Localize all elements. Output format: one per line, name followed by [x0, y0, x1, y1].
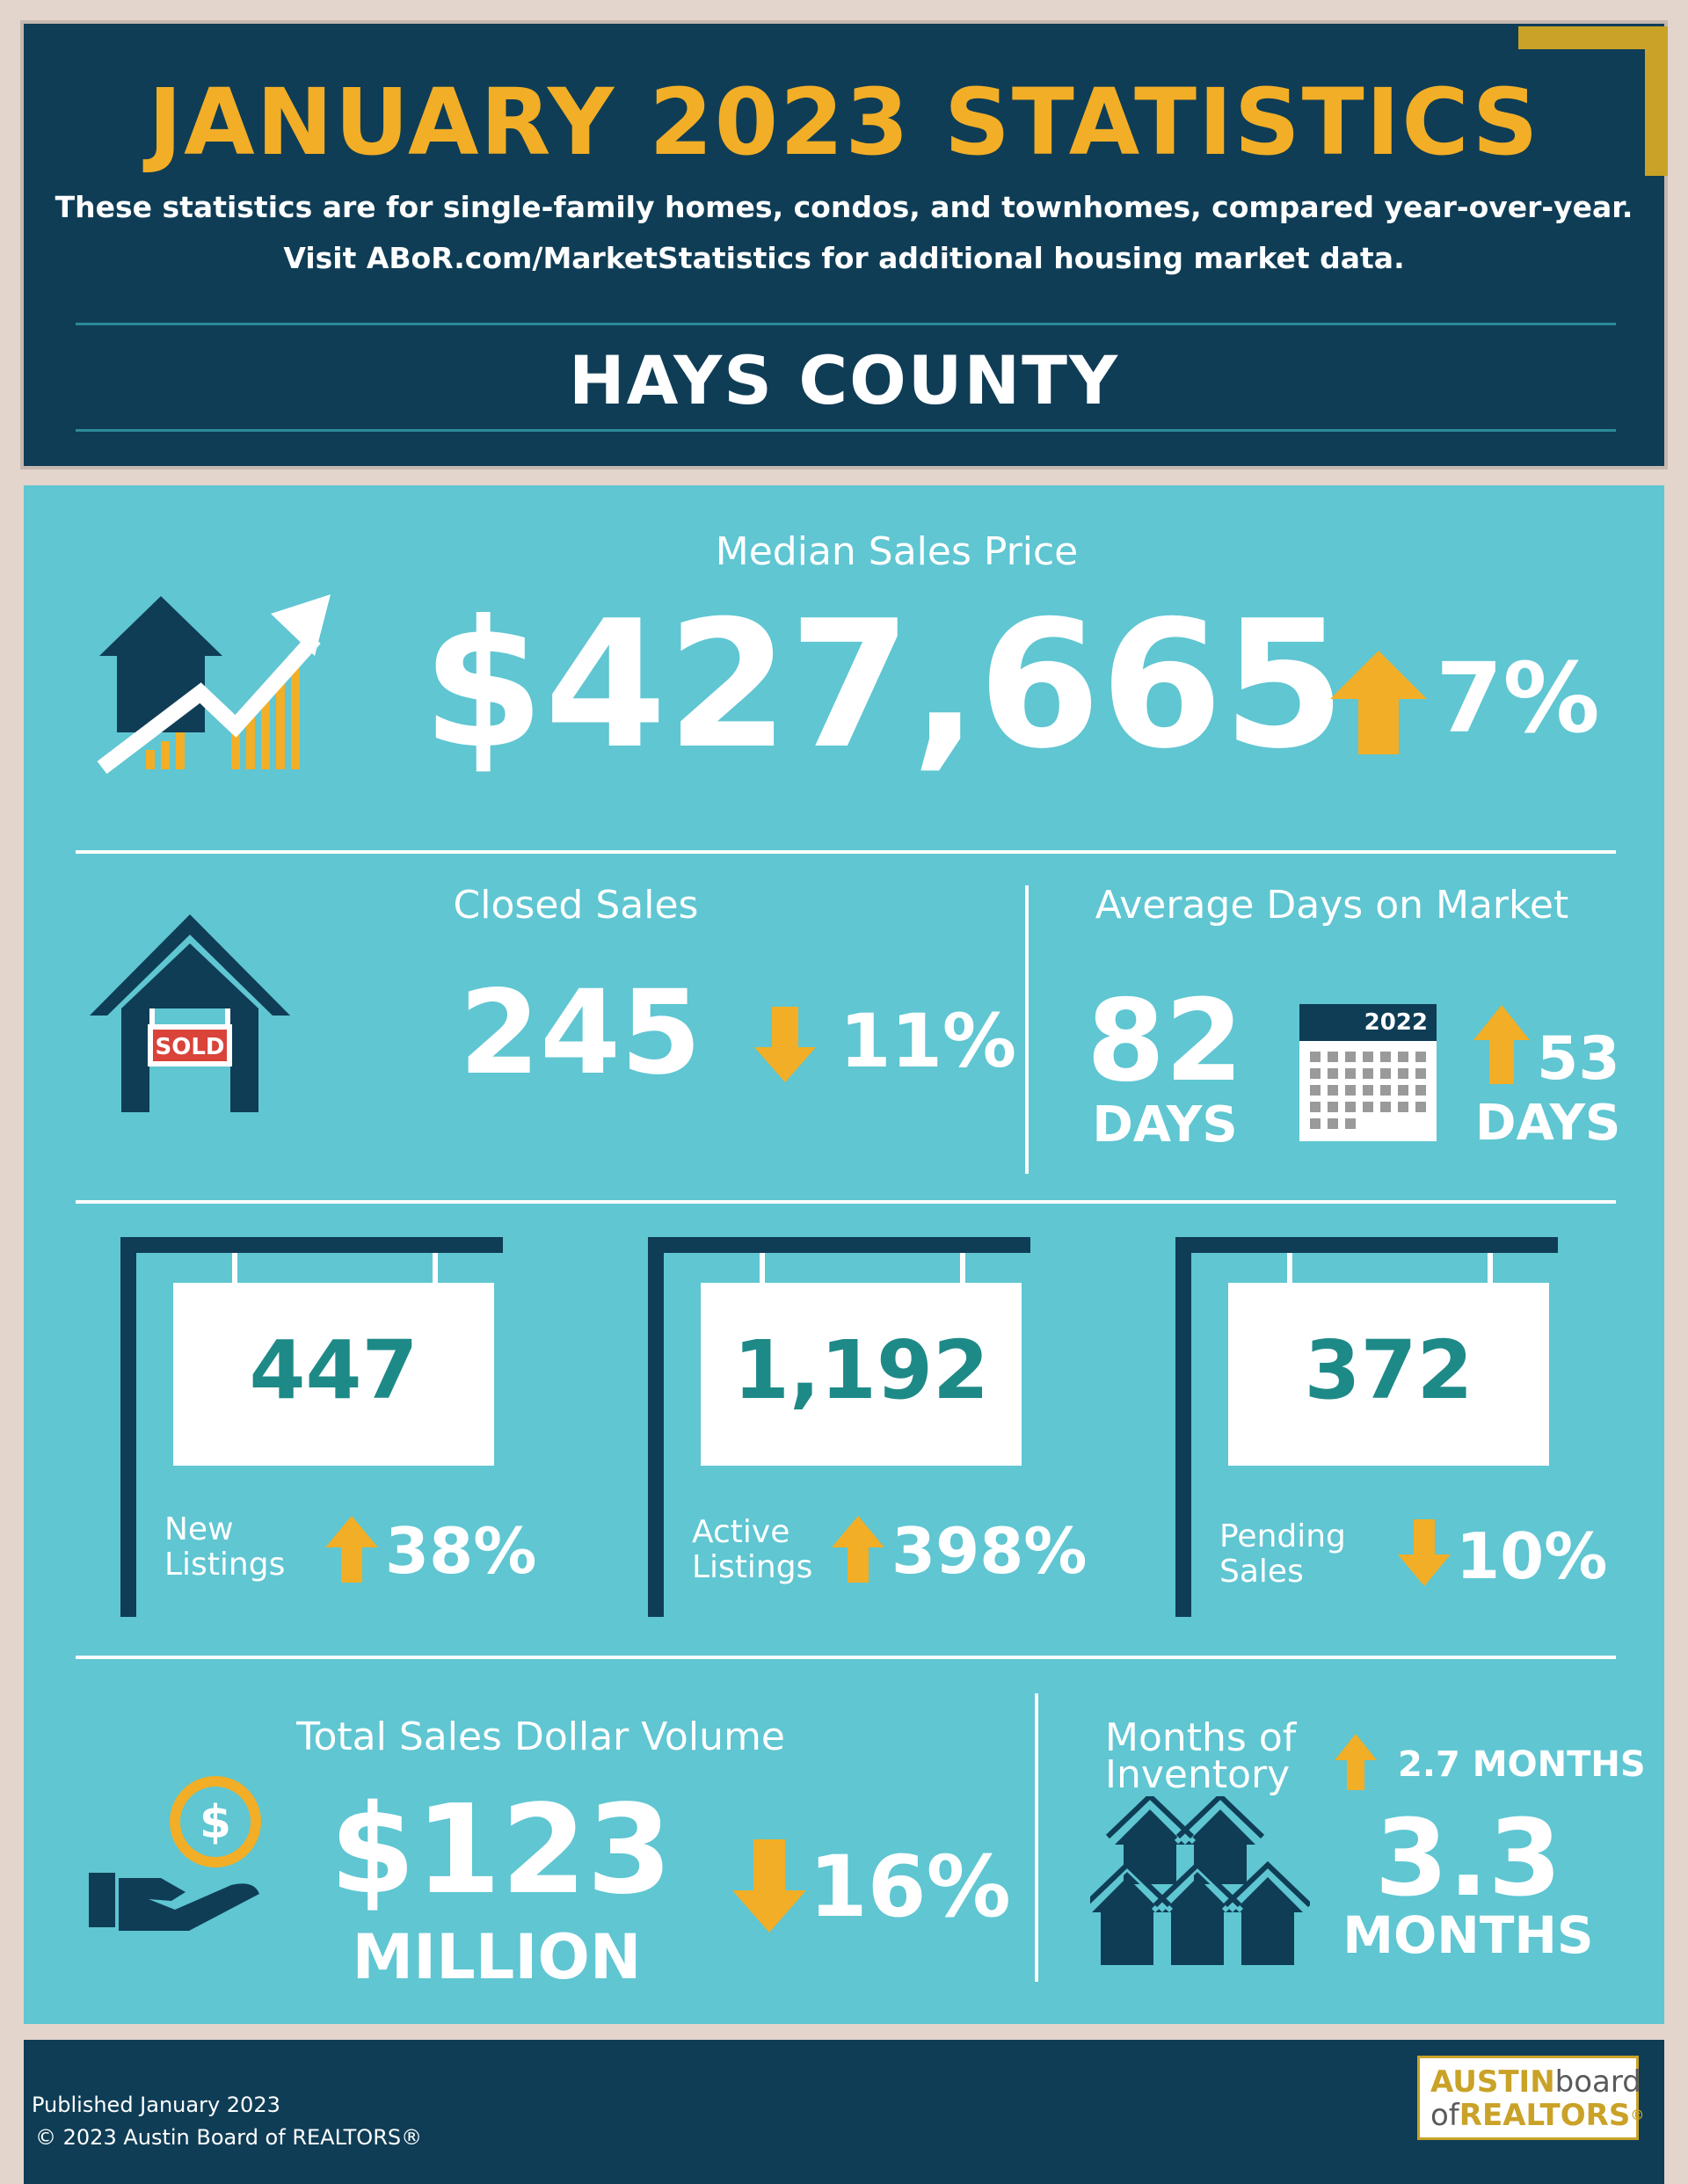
sign-chain: [232, 1253, 237, 1285]
median-price-change: 7%: [1436, 642, 1600, 754]
sign-chain: [760, 1253, 765, 1285]
copyright: © 2023 Austin Board of REALTORS®: [35, 2125, 423, 2150]
active-listings-label-1: Active: [692, 1514, 790, 1550]
active-listings-label-2: Listings: [692, 1549, 813, 1585]
sign-arm-active-listings: [648, 1237, 1030, 1253]
logo-board: board: [1554, 2064, 1641, 2100]
header-divider-bottom: [76, 429, 1616, 432]
median-price-value: $427,665: [422, 583, 1346, 788]
pending-sales-value: 372: [1304, 1323, 1473, 1417]
divider-vertical-1: [1025, 885, 1029, 1174]
inventory-value: 3.3: [1374, 1798, 1562, 1920]
arrow-down-icon: [1398, 1519, 1451, 1586]
inventory-prev: 2.7 MONTHS: [1398, 1744, 1646, 1785]
volume-label: Total Sales Dollar Volume: [296, 1714, 785, 1759]
sign-arm-new-listings: [120, 1237, 503, 1253]
subtitle-line-1: These statistics are for single-family h…: [55, 190, 1633, 224]
arrow-up-icon: [1335, 1734, 1377, 1790]
closed-sales-label: Closed Sales: [453, 883, 699, 928]
subtitle-line-2: Visit ABoR.com/MarketStatistics for addi…: [283, 241, 1405, 275]
sold-sign-text: SOLD: [156, 1034, 225, 1060]
corner-accent-vertical: [1645, 26, 1668, 176]
closed-sales-value: 245: [459, 965, 702, 1101]
dom-label: Average Days on Market: [1095, 883, 1569, 928]
pending-sales-label-2: Sales: [1219, 1554, 1304, 1590]
divider-2: [76, 1200, 1616, 1204]
arrow-up-icon: [325, 1516, 378, 1583]
published-date: Published January 2023: [32, 2093, 280, 2117]
closed-sales-change: 11%: [840, 998, 1017, 1084]
header-panel: [20, 20, 1668, 470]
county-name: HAYS COUNTY: [569, 341, 1119, 419]
sign-post-new-listings: [120, 1237, 136, 1617]
abor-logo: AUSTINboard ofREALTORS®: [1417, 2056, 1644, 2140]
sign-post-active-listings: [648, 1237, 664, 1617]
inventory-unit: MONTHS: [1342, 1905, 1594, 1965]
pending-sales-change: 10%: [1456, 1519, 1608, 1593]
active-listings-value: 1,192: [732, 1323, 989, 1417]
pending-sales-label-1: Pending: [1219, 1518, 1346, 1554]
logo-austin: AUSTIN: [1430, 2064, 1555, 2100]
sign-post-pending-sales: [1175, 1237, 1191, 1617]
arrow-down-icon: [732, 1839, 806, 1933]
dom-prev-unit: DAYS: [1475, 1095, 1621, 1152]
volume-unit: MILLION: [352, 1921, 642, 1993]
logo-realtors: REALTORS: [1459, 2098, 1631, 2133]
corner-accent: [1518, 26, 1668, 49]
houses-cluster-icon: [1090, 1796, 1310, 1965]
divider-vertical-2: [1035, 1693, 1038, 1982]
calendar-icon: 2022: [1299, 1004, 1437, 1141]
dom-unit: DAYS: [1092, 1096, 1238, 1154]
new-listings-label-2: Listings: [164, 1547, 286, 1583]
house-growth-chart-icon: [97, 594, 331, 775]
sign-board-pending-sales: [1228, 1283, 1549, 1466]
dom-value: 82: [1086, 976, 1244, 1107]
volume-change: 16%: [809, 1838, 1011, 1936]
sign-chain: [960, 1253, 965, 1285]
logo-of: of: [1430, 2098, 1459, 2133]
sold-house-icon: SOLD: [90, 914, 290, 1112]
calendar-year: 2022: [1364, 1009, 1428, 1036]
divider-3: [76, 1656, 1616, 1659]
arrow-up-icon: [1330, 651, 1427, 754]
sign-board-active-listings: [701, 1283, 1022, 1466]
inventory-label-1: Months of: [1105, 1715, 1297, 1760]
dom-prev-value: 53: [1537, 1024, 1620, 1094]
sign-chain: [433, 1253, 438, 1285]
logo-registered: ®: [1630, 2107, 1645, 2123]
page-title: JANUARY 2023 STATISTICS: [148, 69, 1540, 176]
footer: [24, 2040, 1664, 2184]
arrow-up-icon: [1473, 1005, 1530, 1084]
new-listings-value: 447: [249, 1323, 418, 1417]
sign-chain: [1488, 1253, 1493, 1285]
active-listings-change: 398%: [891, 1514, 1088, 1588]
new-listings-label-1: New: [164, 1511, 234, 1547]
hand-coin-icon: $: [89, 1776, 261, 1931]
median-price-label: Median Sales Price: [715, 529, 1079, 574]
sign-board-new-listings: [173, 1283, 494, 1466]
header-divider-top: [76, 323, 1616, 325]
new-listings-change: 38%: [385, 1514, 537, 1588]
volume-value: $123: [330, 1779, 673, 1922]
sign-arm-pending-sales: [1175, 1237, 1558, 1253]
sign-chain: [1287, 1253, 1292, 1285]
arrow-up-icon: [832, 1516, 884, 1583]
arrow-down-icon: [754, 1007, 816, 1082]
inventory-label-2: Inventory: [1105, 1752, 1291, 1797]
divider-1: [76, 850, 1616, 854]
coin-symbol: $: [200, 1796, 231, 1849]
